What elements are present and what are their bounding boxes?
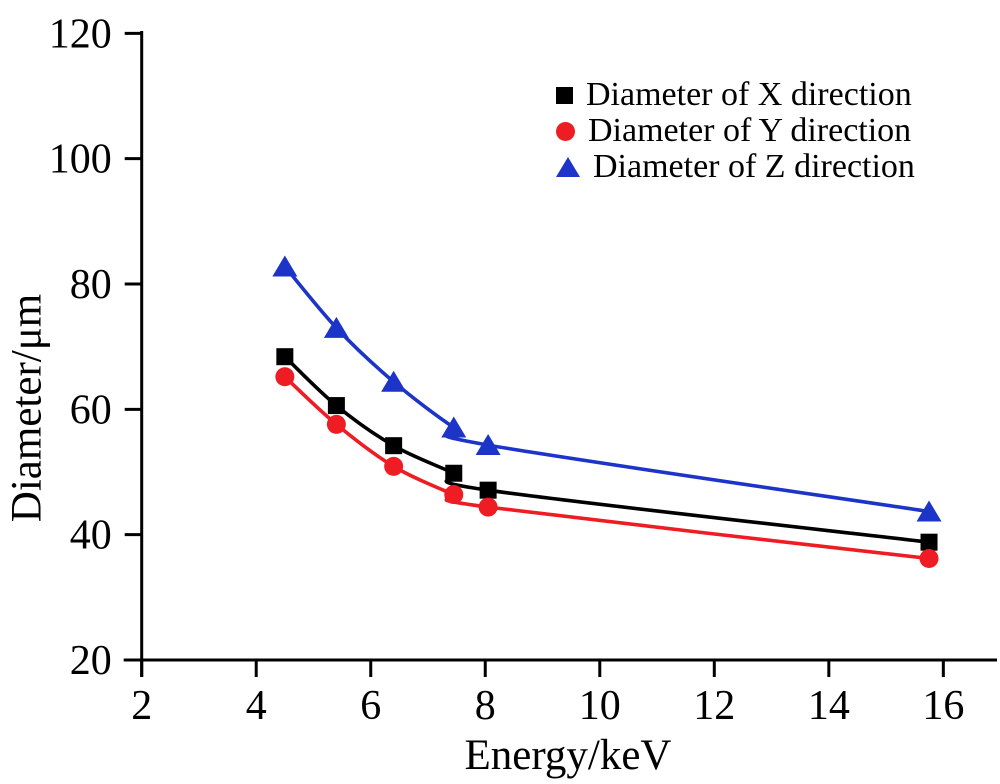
square-marker-icon bbox=[556, 86, 573, 104]
data-point-triangle bbox=[441, 416, 467, 438]
x-axis-title: Energy/keV bbox=[464, 732, 672, 779]
data-point-square bbox=[479, 481, 497, 499]
data-point-square bbox=[920, 533, 938, 551]
data-point-circle bbox=[919, 548, 939, 568]
x-tick-label: 4 bbox=[246, 683, 267, 729]
x-tick-label: 2 bbox=[131, 683, 152, 729]
data-point-triangle bbox=[916, 500, 942, 522]
data-point-circle bbox=[275, 367, 295, 387]
x-tick-label: 12 bbox=[693, 683, 735, 729]
data-point-square bbox=[445, 464, 463, 482]
data-point-triangle bbox=[381, 370, 407, 392]
y-tick-label: 40 bbox=[70, 513, 112, 559]
x-tick-label: 6 bbox=[360, 683, 381, 729]
series-line-square bbox=[283, 355, 930, 544]
legend-item-y-direction: Diameter of Y direction bbox=[556, 112, 915, 149]
data-point-square bbox=[385, 437, 403, 455]
y-tick-label: 100 bbox=[49, 137, 112, 183]
legend: Diameter of X direction Diameter of Y di… bbox=[556, 76, 915, 185]
x-tick-label: 16 bbox=[922, 683, 964, 729]
y-axis-title: Diameter/μm bbox=[3, 293, 51, 523]
triangle-marker-icon bbox=[556, 157, 580, 177]
series-line-triangle bbox=[283, 265, 930, 514]
data-point-square bbox=[327, 397, 345, 415]
x-tick-label: 10 bbox=[579, 683, 621, 729]
y-tick-label: 120 bbox=[49, 11, 112, 57]
legend-item-x-direction: Diameter of X direction bbox=[556, 76, 915, 113]
y-tick-label: 80 bbox=[70, 262, 112, 308]
data-point-circle bbox=[384, 456, 404, 476]
y-tick-label: 60 bbox=[70, 387, 112, 433]
data-point-circle bbox=[444, 485, 464, 505]
legend-label-z: Diameter of Z direction bbox=[593, 148, 915, 185]
data-point-triangle bbox=[475, 434, 501, 456]
x-tick-label: 14 bbox=[808, 683, 850, 729]
y-tick-label: 20 bbox=[70, 638, 112, 684]
data-point-square bbox=[276, 348, 294, 366]
x-tick-label: 8 bbox=[475, 683, 496, 729]
data-point-circle bbox=[478, 497, 498, 517]
data-point-triangle bbox=[272, 255, 298, 277]
data-point-triangle bbox=[323, 316, 349, 338]
legend-item-z-direction: Diameter of Z direction bbox=[556, 148, 915, 185]
legend-label-x: Diameter of X direction bbox=[586, 76, 912, 113]
circle-marker-icon bbox=[556, 121, 575, 141]
data-point-circle bbox=[326, 414, 346, 434]
legend-label-y: Diameter of Y direction bbox=[588, 112, 912, 149]
